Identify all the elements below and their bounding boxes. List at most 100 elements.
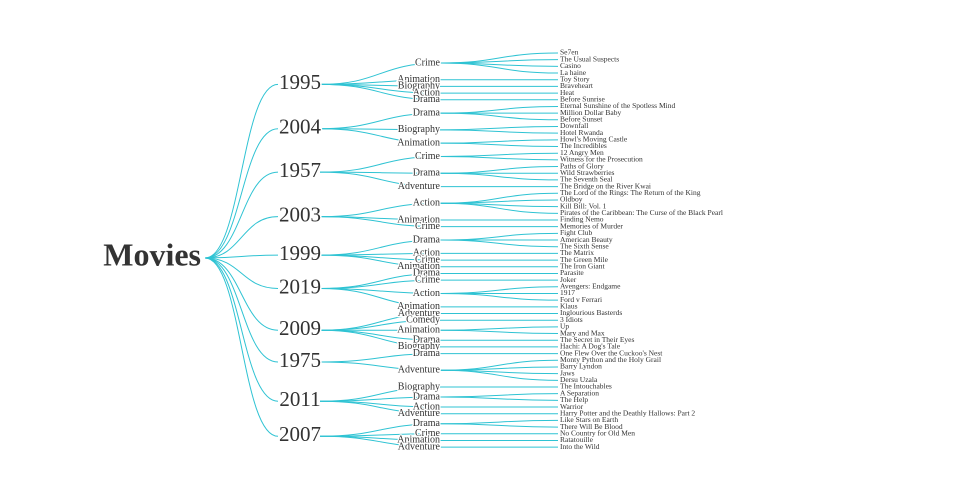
movie-label: Paths of Glory [560,161,604,170]
link [319,83,441,101]
genre-label: Biography [398,124,440,135]
movie-label: No Country for Old Men [560,428,635,437]
genre-label: Drama [413,391,441,402]
genre-label: Animation [397,137,440,148]
link [439,112,559,121]
genre-label: Animation [397,435,440,446]
link [439,62,559,74]
link [319,128,441,144]
movie-label: Ratatouille [560,435,594,444]
genre-label: Drama [413,234,441,245]
links [204,52,559,448]
movie-label: Casino [560,61,581,70]
link [204,257,279,437]
genre-label: Action [413,198,440,209]
genre-label: Crime [415,254,441,265]
link [439,202,559,214]
genre-label: Adventure [398,408,441,419]
genre-label: Animation [397,214,440,225]
genre-label: Biography [398,381,440,392]
genre-label: Drama [413,107,441,118]
link [319,112,441,130]
movie-label: The Incredibles [560,141,607,150]
genre-label: Drama [413,335,441,346]
movie-label: 1917 [560,288,575,297]
year-label: 2007 [279,422,321,446]
genre-label: Action [413,288,440,299]
year-label: 2011 [279,387,320,411]
movie-label: Eternal Sunshine of the Spotless Mind [560,101,675,110]
link [439,286,559,294]
genre-label: Drama [413,94,441,105]
genre-label: Action [413,87,440,98]
genre-label: Adventure [398,365,441,376]
link [319,435,441,448]
link [439,396,559,401]
movie-label: The Matrix [560,248,594,257]
link [439,239,559,248]
link [319,400,441,415]
movie-label: Harry Potter and the Deathly Hallows: Pa… [560,408,695,417]
movie-label: Monty Python and the Holy Grail [560,355,661,364]
genre-label: Drama [413,168,441,179]
genre-label: Crime [415,428,441,439]
movie-label: 3 Idiots [560,315,583,324]
movie-label: Joker [560,275,577,284]
year-label: 2003 [279,202,321,226]
link [319,287,441,308]
movie-label: Downfall [560,121,588,130]
movie-label: Howl's Moving Castle [560,135,628,144]
movie-label: Barry Lyndon [560,362,602,371]
link [204,83,279,259]
link [319,202,441,218]
movie-label: One Flew Over the Cuckoo's Nest [560,348,663,357]
link [204,257,279,402]
link [439,419,559,425]
genre-label: Action [413,401,440,412]
link [439,142,559,148]
link [439,105,559,114]
movie-label: Heat [560,88,575,97]
link [439,156,559,161]
movie-label: 12 Angry Men [560,148,604,157]
movie-label: Se7en [560,48,579,57]
genre-label: Animation [397,301,440,312]
movie-label: Braveheart [560,81,594,90]
genre-label: Animation [397,74,440,85]
root-label: Movies [103,236,201,272]
genre-label: Comedy [406,314,440,325]
link [204,257,279,289]
link [439,129,559,134]
link [204,254,279,259]
genre-label: Biography [398,341,440,352]
movie-label: Mary and Max [560,328,605,337]
link [439,199,559,204]
genre-label: Drama [413,348,441,359]
genre-label: Adventure [398,441,441,452]
movie-label: Into the Wild [560,442,600,451]
movie-label: Warrior [560,402,584,411]
link [439,369,559,381]
link [439,59,559,64]
link [204,257,279,331]
link [319,156,441,173]
link [204,257,279,363]
link [439,172,559,181]
link [439,125,559,131]
genre-label: Animation [397,325,440,336]
movie-label: Million Dollar Baby [560,108,621,117]
link [204,128,279,259]
genre-label: Adventure [398,308,441,319]
movie-label: The Iron Giant [560,261,605,270]
movie-label: Toy Story [560,74,590,83]
year-label: 1999 [279,241,321,265]
link [439,292,559,301]
link [439,423,559,428]
year-label: 2009 [279,316,321,340]
year-label: 2004 [279,115,322,139]
movie-label: Kill Bill: Vol. 1 [560,201,607,210]
movie-label: The Bridge on the River Kwai [560,181,651,190]
link [439,366,559,371]
movie-label: Fight Club [560,228,593,237]
